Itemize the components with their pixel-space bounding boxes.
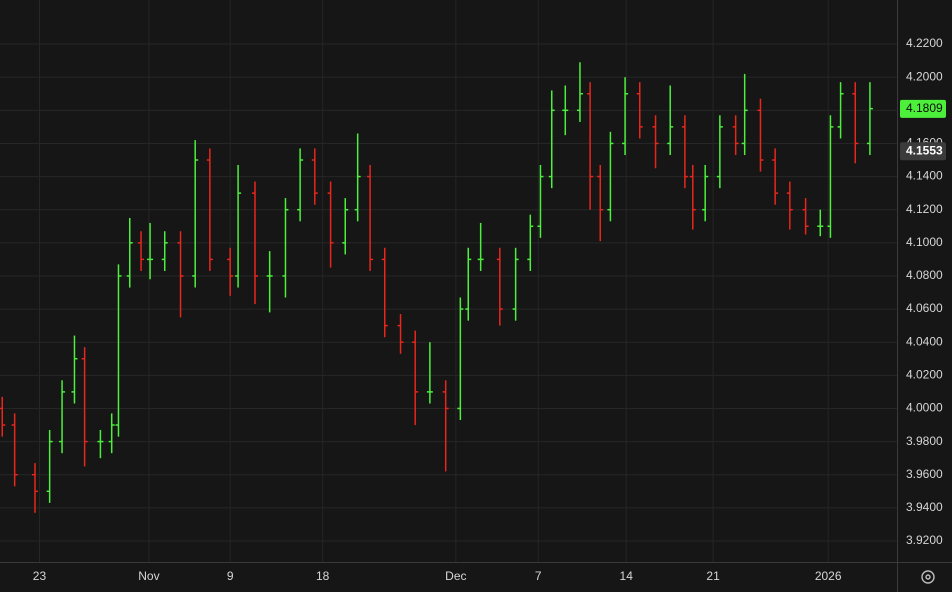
settings-core — [925, 574, 931, 580]
y-tick-label: 3.9400 — [906, 500, 943, 514]
y-tick-label: 4.0600 — [906, 301, 943, 315]
y-tick-label: 4.0200 — [906, 368, 943, 382]
price-label: 4.1809 — [906, 101, 943, 115]
x-tick-label: 18 — [316, 569, 330, 583]
x-tick-label: 14 — [620, 569, 634, 583]
x-tick-label: Dec — [445, 569, 466, 583]
labels: 3.9200 3.9400 3.9600 3.9800 4.0000 4.0200 4.04… — [33, 36, 946, 583]
y-tick-label: 4.0000 — [906, 401, 943, 415]
y-tick-label: 4.1200 — [906, 202, 943, 216]
y-tick-label: 4.2000 — [906, 69, 943, 83]
settings-ring — [921, 570, 935, 584]
y-tick-label: 4.0800 — [906, 268, 943, 282]
price-badge — [900, 142, 946, 161]
x-tick-label: 23 — [33, 569, 47, 583]
settings-icon[interactable] — [921, 570, 935, 584]
y-tick-label: 4.2200 — [906, 36, 943, 50]
x-tick-label: Nov — [138, 569, 159, 583]
x-tick-label: 9 — [227, 569, 234, 583]
y-tick-label: 3.9600 — [906, 467, 943, 481]
bars — [0, 62, 873, 513]
x-tick-label: 2026 — [815, 569, 842, 583]
price-badge — [900, 99, 946, 118]
y-tick-label: 4.1400 — [906, 169, 943, 183]
y-tick-label: 4.1000 — [906, 235, 943, 249]
y-tick-label: 4.0400 — [906, 334, 943, 348]
y-tick-label: 3.9800 — [906, 434, 943, 448]
price-label: 4.1553 — [906, 143, 943, 157]
x-tick-label: 7 — [535, 569, 542, 583]
x-tick-label: 21 — [706, 569, 720, 583]
y-tick-label: 3.9200 — [906, 533, 943, 547]
